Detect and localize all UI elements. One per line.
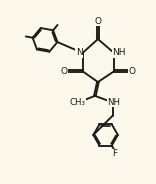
- Text: O: O: [60, 67, 67, 76]
- Text: O: O: [94, 17, 101, 26]
- Text: NH: NH: [107, 98, 121, 107]
- Text: NH: NH: [112, 48, 126, 57]
- Text: O: O: [129, 67, 135, 76]
- Text: F: F: [112, 149, 117, 158]
- Text: N: N: [76, 48, 83, 57]
- Text: CH₃: CH₃: [69, 98, 85, 107]
